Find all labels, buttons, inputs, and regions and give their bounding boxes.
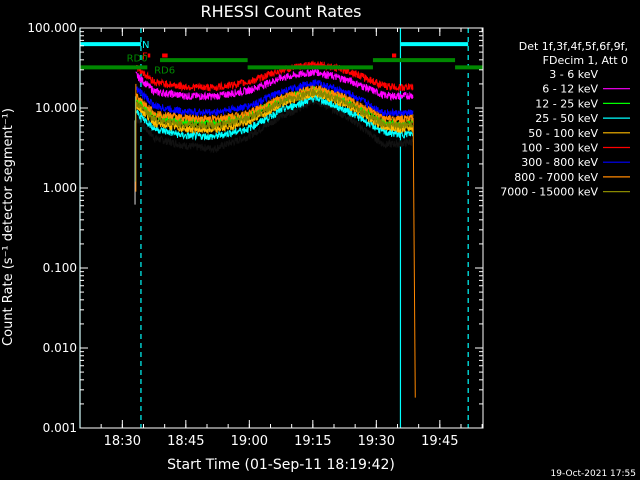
x-tick-label: 18:45 <box>167 434 204 449</box>
legend-label-2: 12 - 25 keV <box>535 97 598 110</box>
x-axis-label: Start Time (01-Sep-11 18:19:42) <box>167 457 395 473</box>
flag-label-n: N <box>142 40 149 51</box>
y-tick-label: 0.100 <box>43 261 77 275</box>
chart-title: RHESSI Count Rates <box>201 2 362 21</box>
x-tick-label: 19:45 <box>421 434 458 449</box>
legend-label-7: 800 - 7000 keV <box>514 171 598 184</box>
x-tick-label: 19:30 <box>358 434 395 449</box>
legend-label-8: 7000 - 15000 keV <box>500 186 598 199</box>
legend-label-0: 3 - 6 keV <box>549 68 598 81</box>
plot-frame <box>79 27 484 429</box>
flag-label-f: F <box>142 52 148 63</box>
flag-label-rd6: RD6 <box>154 65 175 76</box>
series-line-4 <box>135 89 414 135</box>
y-tick-label: 0.001 <box>43 421 77 435</box>
x-tick-label: 19:00 <box>231 434 268 449</box>
flag-label-rd0: RD0 <box>127 53 148 64</box>
legend-header-0: Det 1f,3f,4f,5f,6f,9f, <box>519 40 628 53</box>
data-layer <box>79 28 469 428</box>
series-line-8 <box>135 88 414 131</box>
legend-label-5: 100 - 300 keV <box>521 142 598 155</box>
series-drop-7 <box>412 117 416 398</box>
series-line-6 <box>135 79 414 118</box>
series-line-7 <box>135 84 414 124</box>
legend-header-1: FDecim 1, Att 0 <box>543 54 628 67</box>
y-tick-label: 10.000 <box>35 101 77 115</box>
y-axis-label: Count Rate (s⁻¹ detector segment⁻¹) <box>1 108 16 346</box>
y-tick-label: 100.000 <box>27 21 77 35</box>
x-tick-label: 18:30 <box>104 434 141 449</box>
legend: Det 1f,3f,4f,5f,6f,9f,FDecim 1, Att 03 -… <box>500 40 630 199</box>
legend-label-3: 25 - 50 keV <box>535 112 598 125</box>
legend-label-1: 6 - 12 keV <box>542 83 598 96</box>
x-tick-label: 19:15 <box>294 434 331 449</box>
y-tick-label: 1.000 <box>43 181 77 195</box>
footer-timestamp: 19-Oct-2021 17:55 <box>551 469 636 479</box>
axes-layer: 100.000 10.000 1.000 0.100 0.010 0.001 18:30 18… <box>27 21 484 449</box>
y-tick-label: 0.010 <box>43 341 77 355</box>
legend-label-4: 50 - 100 keV <box>528 127 598 140</box>
series-line-1 <box>135 68 414 102</box>
series-line-5 <box>135 59 414 92</box>
legend-label-6: 300 - 800 keV <box>521 156 598 169</box>
series-line-0 <box>135 97 414 154</box>
